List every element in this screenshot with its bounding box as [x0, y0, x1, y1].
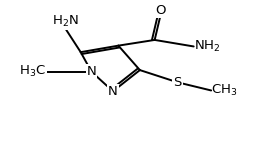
Text: H$_2$N: H$_2$N	[52, 14, 79, 29]
Text: CH$_3$: CH$_3$	[211, 83, 238, 98]
Text: N: N	[87, 65, 96, 78]
Text: O: O	[155, 4, 165, 17]
Text: NH$_2$: NH$_2$	[194, 39, 220, 54]
Text: N: N	[108, 85, 118, 98]
Text: H$_3$C: H$_3$C	[19, 64, 46, 79]
Text: S: S	[173, 76, 182, 89]
